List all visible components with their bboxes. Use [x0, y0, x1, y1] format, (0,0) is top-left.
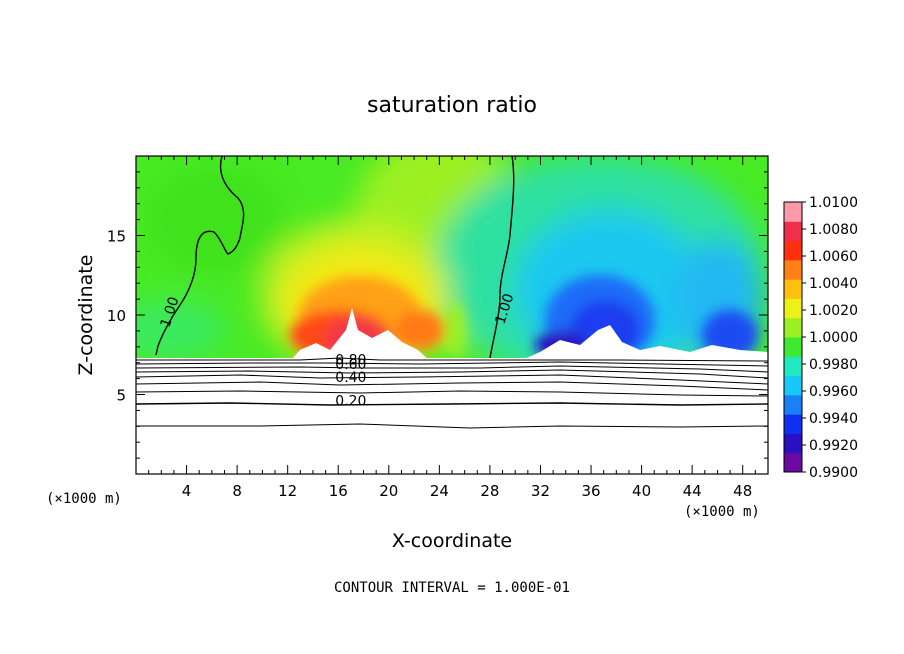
colorbar-tick-label: 1.0020: [809, 303, 858, 319]
colorbar-tick-label: 1.0000: [809, 330, 858, 346]
y-axis: 5 10 15: [107, 171, 768, 459]
lower-contours: [136, 357, 768, 429]
x-tick-label: 32: [531, 482, 550, 500]
colorbar-tick-label: 0.9960: [809, 384, 858, 400]
colorbar-tick-label: 0.9900: [809, 465, 858, 481]
colorbar-swatch: [784, 433, 802, 454]
chart-title: saturation ratio: [367, 93, 537, 118]
colorbar-swatch: [784, 375, 802, 396]
x-tick-label: 48: [733, 482, 752, 500]
colorbar: [783, 201, 803, 473]
x-tick-label: 44: [683, 482, 702, 500]
contour-line-1-00-right: [489, 156, 515, 359]
x-tick-label: 8: [232, 482, 242, 500]
contour-line-1-00-left: [155, 156, 245, 356]
colorbar-labels: 1.0100 1.0080 1.0060 1.0040 1.0020 1.0000 0.99…: [802, 195, 858, 481]
colorbar-tick-label: 0.9920: [809, 438, 858, 454]
x-tick-label: 24: [430, 482, 449, 500]
colorbar-swatch: [784, 259, 802, 280]
x-tick-label: 36: [581, 482, 600, 500]
colorbar-tick-label: 0.9980: [809, 357, 858, 373]
x-unit-label-right: (×1000 m): [684, 504, 760, 520]
y-axis-label: Z-coordinate: [75, 255, 97, 376]
x-unit-label-left: (×1000 m): [46, 491, 122, 507]
x-tick-label: 20: [379, 482, 398, 500]
colorbar-swatch: [784, 298, 802, 319]
colorbar-swatch: [784, 356, 802, 377]
y-tick-label: 15: [107, 228, 126, 246]
contour-label: 0.20: [335, 394, 366, 410]
contour-labels: 1.00 1.000.800.600.400.20: [158, 292, 518, 410]
field-shading: [136, 156, 765, 385]
contour-label: 0.80: [335, 352, 366, 368]
colorbar-tick-label: 1.0060: [809, 249, 858, 265]
cloud-base-white: [290, 308, 430, 361]
colorbar-tick-label: 0.9940: [809, 411, 858, 427]
colorbar-swatch: [784, 202, 802, 222]
colorbar-swatch: [784, 337, 802, 357]
x-axis-label: X-coordinate: [392, 530, 512, 552]
colorbar-swatch: [784, 317, 802, 338]
x-axis: 4 8 12 16 20 24 28 32 36 40 44 48: [148, 156, 756, 500]
colorbar-tick-label: 1.0040: [809, 276, 858, 292]
colorbar-swatch: [784, 240, 802, 261]
contour-label: 0.40: [335, 370, 366, 386]
x-tick-label: 12: [278, 482, 297, 500]
plot-area: [136, 156, 768, 474]
y-tick-label: 5: [116, 387, 126, 405]
colorbar-tick-label: 1.0100: [809, 195, 858, 211]
dry-region-white: [520, 325, 768, 361]
colorbar-tick-label: 1.0080: [809, 222, 858, 238]
x-tick-label: 40: [632, 482, 651, 500]
colorbar-swatch: [784, 221, 802, 242]
colorbar-swatch: [784, 414, 802, 434]
x-tick-label: 4: [182, 482, 192, 500]
contour-interval-footer: CONTOUR INTERVAL = 1.000E-01: [334, 580, 570, 596]
y-tick-label: 10: [107, 307, 126, 325]
colorbar-swatch: [784, 279, 802, 299]
colorbar-swatch: [784, 394, 802, 415]
contour-label: 0.60: [335, 357, 366, 373]
x-tick-label: 28: [480, 482, 499, 500]
colorbar-swatch: [784, 452, 802, 473]
x-tick-label: 16: [329, 482, 348, 500]
